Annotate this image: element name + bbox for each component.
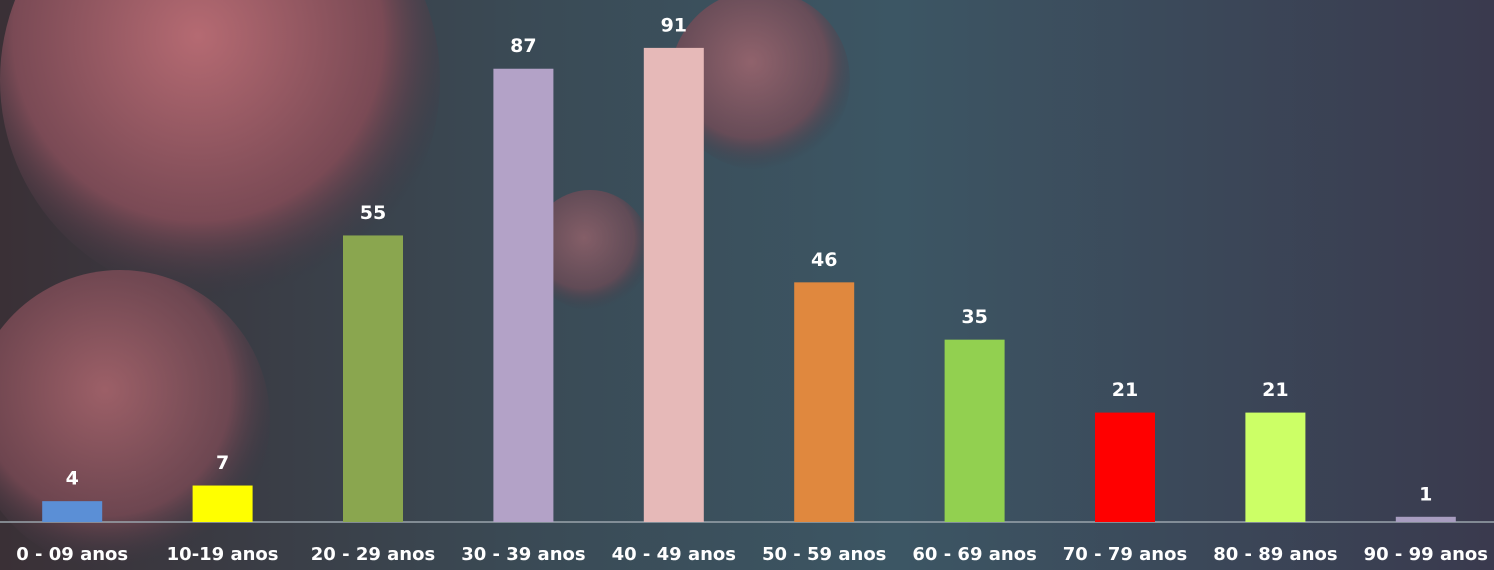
value-label: 7 bbox=[216, 452, 229, 474]
value-label: 91 bbox=[661, 14, 687, 36]
bar bbox=[493, 68, 554, 522]
value-label: 55 bbox=[360, 202, 386, 224]
value-label: 1 bbox=[1419, 483, 1432, 505]
bar bbox=[1095, 412, 1155, 522]
bar bbox=[1395, 516, 1456, 522]
bar bbox=[944, 339, 1005, 522]
x-tick-label: 0 - 09 anos bbox=[16, 544, 128, 565]
virus-decoration bbox=[670, 0, 850, 170]
x-tick-label: 80 - 89 anos bbox=[1213, 544, 1337, 565]
bar bbox=[1245, 412, 1306, 522]
x-tick-label: 40 - 49 anos bbox=[612, 544, 736, 565]
value-label: 21 bbox=[1112, 379, 1138, 401]
x-tick-label: 50 - 59 anos bbox=[762, 544, 886, 565]
value-label: 46 bbox=[811, 249, 837, 271]
value-label: 21 bbox=[1262, 379, 1288, 401]
bar bbox=[42, 501, 103, 522]
bar bbox=[192, 485, 253, 522]
x-tick-label: 30 - 39 anos bbox=[461, 544, 585, 565]
value-label: 35 bbox=[961, 306, 987, 328]
bar bbox=[794, 282, 855, 522]
x-tick-label: 70 - 79 anos bbox=[1063, 544, 1187, 565]
virus-decoration bbox=[530, 190, 650, 310]
value-label: 4 bbox=[66, 468, 79, 490]
value-label: 87 bbox=[510, 35, 536, 57]
x-tick-label: 20 - 29 anos bbox=[311, 544, 435, 565]
bar bbox=[643, 47, 704, 522]
x-tick-label: 60 - 69 anos bbox=[912, 544, 1036, 565]
virus-decoration bbox=[0, 0, 440, 300]
bar bbox=[343, 235, 403, 522]
x-tick-label: 90 - 99 anos bbox=[1364, 544, 1488, 565]
x-tick-label: 10-19 anos bbox=[167, 544, 279, 565]
